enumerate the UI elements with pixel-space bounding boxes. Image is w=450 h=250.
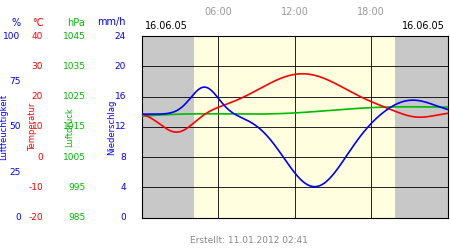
Text: 20: 20 xyxy=(32,92,43,101)
Text: 10: 10 xyxy=(32,122,43,132)
Text: °C: °C xyxy=(32,18,43,28)
Text: %: % xyxy=(12,18,21,28)
Text: 18:00: 18:00 xyxy=(357,7,385,17)
Text: 50: 50 xyxy=(9,122,21,132)
Text: 30: 30 xyxy=(32,62,43,71)
Bar xyxy=(395,36,448,218)
Text: Luftfeuchtigkeit: Luftfeuchtigkeit xyxy=(0,94,8,160)
Text: 12:00: 12:00 xyxy=(281,7,309,17)
Text: 985: 985 xyxy=(68,213,86,222)
Text: Erstellt: 11.01.2012 02:41: Erstellt: 11.01.2012 02:41 xyxy=(190,236,308,244)
Text: 40: 40 xyxy=(32,32,43,41)
Text: -20: -20 xyxy=(29,213,43,222)
Text: 8: 8 xyxy=(120,152,126,162)
Text: 24: 24 xyxy=(115,32,126,41)
Text: 16.06.05: 16.06.05 xyxy=(144,21,187,31)
Text: 75: 75 xyxy=(9,77,21,86)
Text: 20: 20 xyxy=(115,62,126,71)
Text: 4: 4 xyxy=(121,183,126,192)
Text: -10: -10 xyxy=(28,183,43,192)
Text: 25: 25 xyxy=(9,168,21,177)
Text: 100: 100 xyxy=(4,32,21,41)
Bar xyxy=(142,36,194,218)
Text: 06:00: 06:00 xyxy=(204,7,232,17)
Text: 995: 995 xyxy=(68,183,86,192)
Text: 0: 0 xyxy=(120,213,126,222)
Text: 1045: 1045 xyxy=(63,32,86,41)
Text: 0: 0 xyxy=(15,213,21,222)
Text: 16.06.05: 16.06.05 xyxy=(402,21,445,31)
Text: 1005: 1005 xyxy=(63,152,86,162)
Text: Luftdruck: Luftdruck xyxy=(65,107,74,147)
Text: Temperatur: Temperatur xyxy=(28,103,37,151)
Text: hPa: hPa xyxy=(68,18,86,28)
Text: 1035: 1035 xyxy=(63,62,86,71)
Bar xyxy=(194,36,395,218)
Text: 1025: 1025 xyxy=(63,92,86,101)
Text: 12: 12 xyxy=(115,122,126,132)
Text: 1015: 1015 xyxy=(63,122,86,132)
Text: 0: 0 xyxy=(37,152,43,162)
Text: Niederschlag: Niederschlag xyxy=(107,99,116,154)
Text: mm/h: mm/h xyxy=(98,18,126,28)
Text: 16: 16 xyxy=(114,92,126,101)
